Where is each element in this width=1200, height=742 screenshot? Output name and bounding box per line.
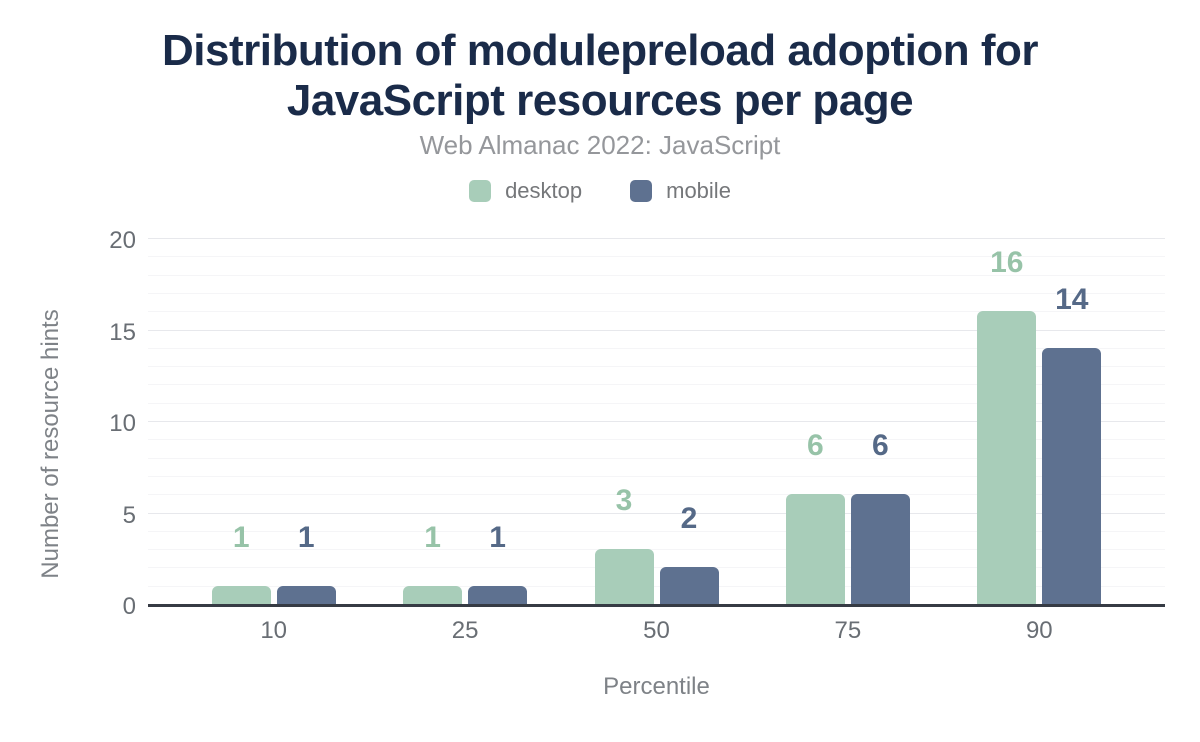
minor-gridline [148,384,1165,386]
bar-value-label-desktop-p25: 1 [424,521,441,554]
bar-value-label-mobile-p75: 6 [872,429,889,462]
bar-value-label-mobile-p90: 14 [1055,283,1089,316]
bar-desktop-p50 [594,549,654,604]
minor-gridline [148,311,1165,313]
x-tick-label: 10 [260,617,288,644]
bar-mobile-p50 [659,567,719,604]
bar-value-label-mobile-p25: 1 [489,521,506,554]
minor-gridline [148,567,1165,569]
minor-gridline [148,256,1165,258]
minor-gridline [148,585,1165,587]
bar-desktop-p10 [211,586,271,604]
x-tick-label: 90 [1025,617,1053,644]
bar-value-label-desktop-p50: 3 [615,484,633,517]
bar-desktop-p75 [785,494,845,604]
x-axis-title: Percentile [603,673,710,700]
x-tick-label: 50 [643,617,670,644]
minor-gridline [148,274,1165,276]
bar-value-label-mobile-p50: 2 [680,502,698,535]
chart-subtitle: Web Almanac 2022: JavaScript [419,130,781,160]
major-gridline [148,421,1165,422]
bar-value-label-desktop-p75: 6 [807,429,824,462]
chart-title: Distribution of modulepreload adoption f… [0,26,1200,126]
legend-label: mobile [666,178,731,203]
minor-gridline [148,457,1165,459]
minor-gridline [148,475,1165,477]
bar-value-label-mobile-p10: 1 [297,521,315,554]
y-tick-label: 0 [122,593,136,620]
y-tick-label: 20 [109,227,136,254]
minor-gridline [148,439,1165,441]
bar-value-label-desktop-p90: 16 [990,246,1024,279]
y-tick-label: 15 [109,318,136,346]
bar-desktop-p25 [403,586,463,604]
x-tick-label: 75 [834,617,862,644]
major-gridline [148,329,1165,331]
chart-title-line2: JavaScript resources per page [286,76,914,125]
minor-gridline [148,549,1165,551]
minor-gridline [148,366,1165,368]
legend-swatch-mobile [630,180,653,202]
major-gridline [148,512,1165,514]
y-tick-label: 5 [122,501,136,529]
legend-item-mobile[interactable]: mobile [630,178,731,204]
x-axis-ticks: 10 25 50 75 90 [148,616,1165,646]
bar-value-label-desktop-p10: 1 [232,521,250,554]
bar-mobile-p10 [276,586,336,604]
bar-desktop-p90 [977,311,1037,604]
minor-gridline [148,292,1165,294]
y-axis-ticks: 0 5 10 15 20 [56,227,136,620]
x-tick-label: 25 [451,617,479,644]
legend-swatch-desktop [469,180,492,202]
bar-mobile-p25 [468,586,528,604]
minor-gridline [148,494,1165,496]
plot-area: 1 1 1 1 3 2 6 6 16 14 [148,238,1165,607]
chart-title-line1: Distribution of modulepreload adoption f… [161,26,1039,75]
minor-gridline [148,402,1165,404]
bar-mobile-p90 [1042,348,1102,604]
minor-gridline [148,530,1165,532]
y-tick-label: 10 [109,410,136,437]
legend-item-desktop[interactable]: desktop [469,178,582,204]
minor-gridline [148,347,1165,349]
legend-label: desktop [505,178,583,203]
major-gridline [148,238,1165,239]
bar-mobile-p75 [850,494,910,604]
legend: desktop mobile [0,178,1200,204]
